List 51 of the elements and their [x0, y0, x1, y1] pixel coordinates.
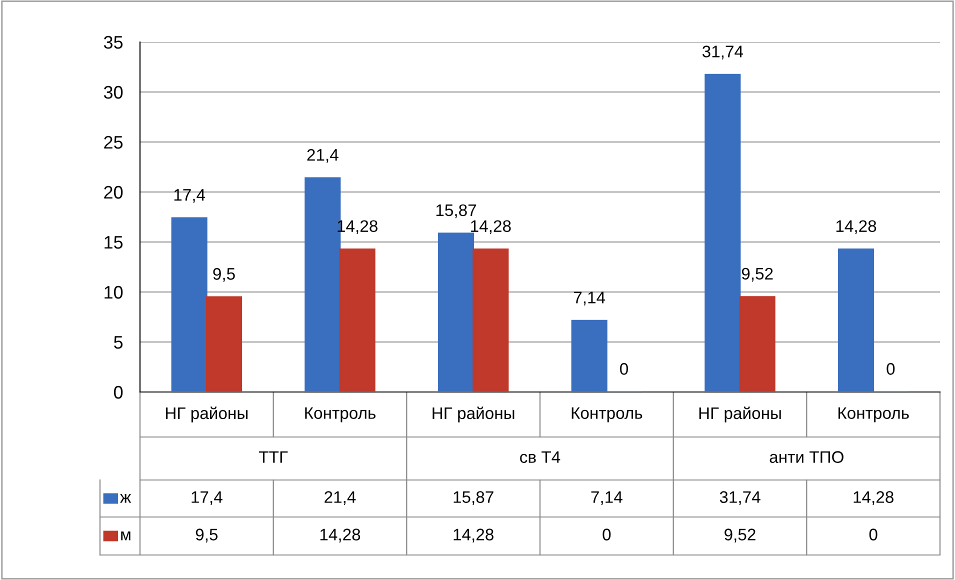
text: ТТГ	[259, 451, 288, 463]
bar	[438, 232, 474, 392]
bar	[206, 296, 242, 392]
data-label: 7,14	[591, 491, 622, 505]
text: 7,14	[574, 292, 606, 306]
bar	[171, 217, 208, 392]
y-tick-label: 35	[104, 36, 123, 49]
text: 9,52	[742, 268, 773, 282]
data-label: 0	[602, 528, 611, 540]
data-label: 17,4	[192, 491, 222, 505]
text: 9,5	[213, 268, 235, 282]
legend-label: ж	[120, 494, 132, 503]
data-label: 14,28	[320, 528, 360, 542]
y-tick-label: 0	[114, 386, 123, 399]
x-tick-label: НГ районы	[166, 406, 248, 422]
text: 17,4	[174, 189, 206, 203]
x-tick-label: Контроль	[838, 407, 909, 422]
text: св Т4	[520, 451, 560, 463]
data-label: 14,28	[854, 491, 894, 505]
data-label: 14,28	[454, 528, 494, 542]
y-tick-label: 5	[114, 336, 123, 349]
text: 0	[886, 363, 895, 375]
x-tick-label: Контроль	[572, 407, 642, 422]
data-label: 9,52	[724, 528, 756, 542]
bar	[571, 320, 608, 392]
bar	[339, 248, 376, 392]
legend-label: м	[121, 532, 130, 540]
y-tick-label: 25	[104, 136, 123, 149]
bar	[704, 74, 741, 392]
text: 21,4	[307, 149, 338, 163]
text: анти ТПО	[770, 451, 844, 463]
x-tick-label: НГ районы	[432, 406, 514, 422]
y-tick-label: 10	[104, 286, 123, 299]
text: 0	[620, 363, 628, 375]
x-tick-label: Контроль	[305, 407, 376, 422]
text: 15,87	[436, 204, 476, 218]
data-label: 0	[869, 528, 878, 540]
data-label: 15,87	[454, 491, 494, 505]
data-label: 9,5	[196, 528, 218, 542]
text: 14,28	[471, 220, 511, 234]
bar	[838, 248, 874, 392]
text: 31,74	[702, 46, 744, 60]
text: 14,28	[836, 220, 876, 234]
bar	[472, 248, 509, 392]
y-tick-label: 20	[104, 186, 123, 199]
data-label: 31,74	[720, 491, 760, 505]
y-tick-label: 15	[104, 236, 123, 249]
x-tick-label: НГ районы	[699, 406, 781, 422]
y-tick-label: 30	[104, 86, 123, 99]
bar	[739, 296, 776, 392]
data-label: 21,4	[324, 491, 356, 505]
